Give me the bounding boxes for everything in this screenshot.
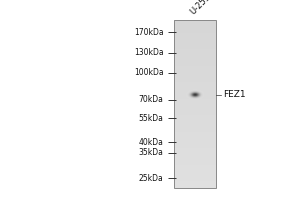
Text: 170kDa: 170kDa <box>134 28 164 37</box>
Text: 40kDa: 40kDa <box>139 138 164 147</box>
Text: 130kDa: 130kDa <box>134 48 164 57</box>
Bar <box>174 20 216 188</box>
Text: 35kDa: 35kDa <box>139 148 164 157</box>
Text: U-251MG: U-251MG <box>189 0 222 16</box>
Text: 25kDa: 25kDa <box>139 174 164 183</box>
Text: 55kDa: 55kDa <box>139 114 164 123</box>
Text: 100kDa: 100kDa <box>134 68 164 77</box>
Text: FEZ1: FEZ1 <box>224 90 246 99</box>
Text: 70kDa: 70kDa <box>139 95 164 104</box>
